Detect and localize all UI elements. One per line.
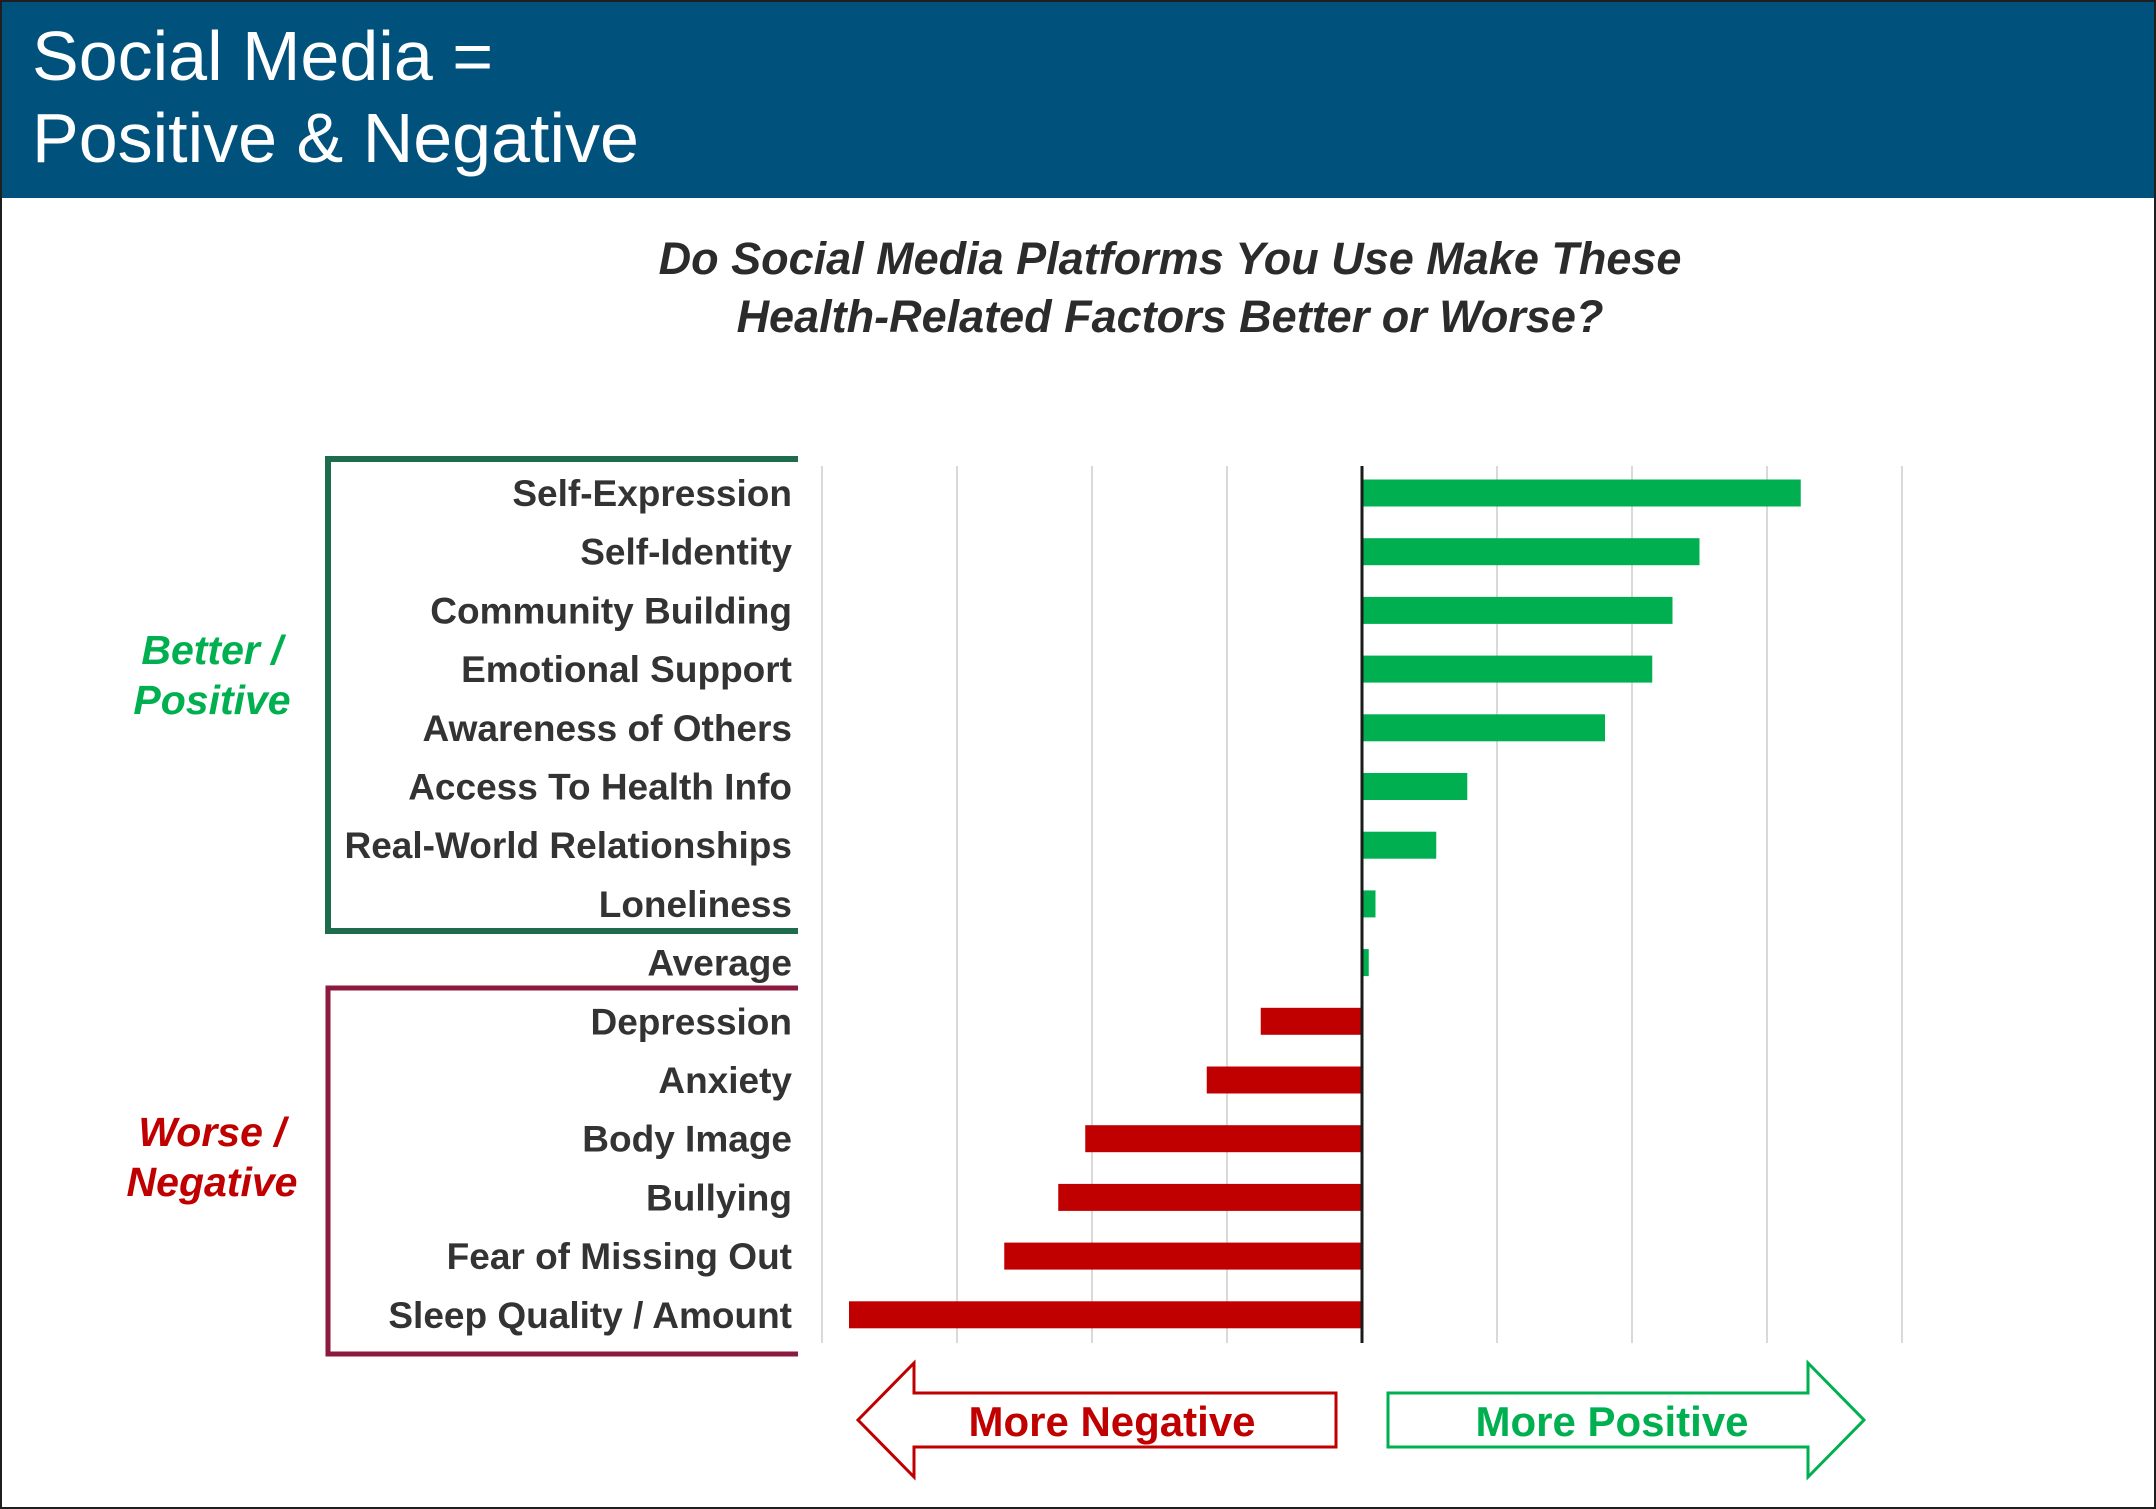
slide-title-line-1: Social Media = [32, 17, 494, 95]
category-label: Emotional Support [461, 649, 792, 690]
bar [1206, 1066, 1362, 1094]
bar [1362, 596, 1673, 624]
bar [1362, 831, 1437, 859]
bar [1260, 1007, 1362, 1035]
category-label: Body Image [582, 1119, 792, 1160]
category-label: Self-Expression [512, 473, 792, 514]
category-labels: Self-Expression Self-Identity Community Bu… [345, 473, 793, 1336]
category-label: Sleep Quality / Amount [388, 1295, 792, 1336]
category-label: Self-Identity [580, 532, 792, 573]
category-label: Anxiety [658, 1060, 792, 1101]
bar [1362, 714, 1605, 742]
bar [1362, 773, 1468, 800]
left-arrow-shape [855, 1359, 1338, 1481]
category-label: Average [647, 943, 792, 984]
bars [849, 479, 1801, 1329]
category-label: Awareness of Others [423, 708, 792, 749]
bar [1362, 949, 1369, 977]
better-label-line-1: Better / [141, 627, 283, 673]
bar [1004, 1242, 1362, 1270]
more-negative-label: More Negative [968, 1398, 1255, 1445]
right-arrow-shape [1386, 1359, 1867, 1481]
category-label: Access To Health Info [408, 767, 792, 808]
better-positive-group: Better / Positive [92, 625, 332, 725]
category-label: Fear of Missing Out [447, 1236, 792, 1277]
worse-negative-group: Worse / Negative [92, 1107, 332, 1207]
category-label: Depression [590, 1001, 792, 1042]
better-bracket [325, 456, 798, 934]
more-negative-arrow: More Negative [855, 1359, 1338, 1481]
more-positive-label: More Positive [1475, 1398, 1748, 1445]
bar [1362, 890, 1376, 918]
worse-label-line-1: Worse / [138, 1109, 286, 1155]
chart-title-line-2: Health-Related Factors Better or Worse? [736, 291, 1604, 342]
slide-title-line-2: Positive & Negative [32, 99, 639, 177]
chart-title-line-1: Do Social Media Platforms You Use Make T… [658, 233, 1682, 284]
bar [1085, 1125, 1362, 1153]
more-positive-arrow: More Positive [1386, 1359, 1867, 1481]
title-banner: Social Media = Positive & Negative [2, 2, 2154, 198]
category-label: Community Building [430, 590, 792, 631]
bar [1362, 655, 1653, 683]
category-label: Bullying [646, 1177, 792, 1218]
category-label: Real-World Relationships [345, 825, 793, 866]
worse-bracket [325, 985, 798, 1357]
category-label: Loneliness [599, 884, 792, 925]
bar [1362, 538, 1700, 566]
bar [1362, 479, 1801, 507]
bar [1058, 1183, 1362, 1211]
better-label-line-2: Positive [133, 677, 291, 723]
worse-label-line-2: Negative [126, 1159, 298, 1205]
bar [849, 1301, 1362, 1329]
